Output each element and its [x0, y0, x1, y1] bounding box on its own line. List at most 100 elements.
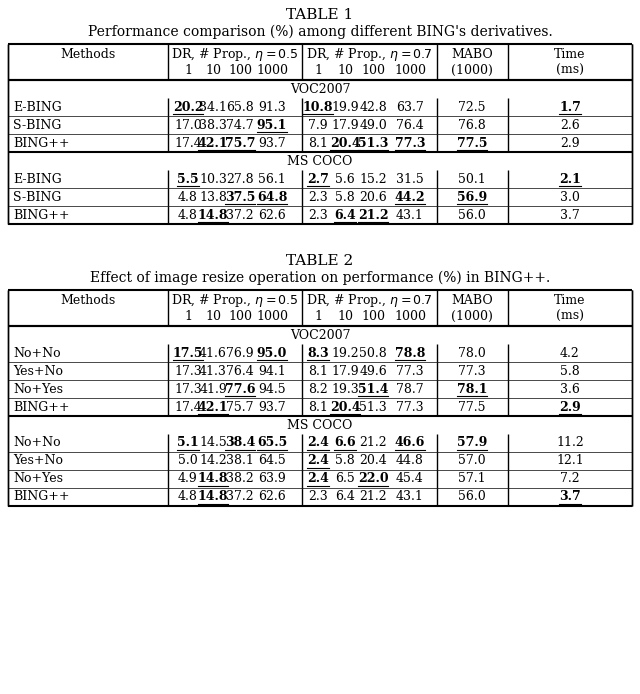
Text: 6.4: 6.4 — [334, 208, 356, 221]
Text: 2.4: 2.4 — [307, 437, 329, 450]
Text: 10: 10 — [205, 63, 221, 76]
Text: 20.4: 20.4 — [359, 455, 387, 468]
Text: 10: 10 — [337, 310, 353, 323]
Text: 12.1: 12.1 — [556, 455, 584, 468]
Text: 1000: 1000 — [394, 63, 426, 76]
Text: 3.6: 3.6 — [560, 382, 580, 396]
Text: 20.4: 20.4 — [330, 400, 360, 414]
Text: 1: 1 — [314, 63, 322, 76]
Text: 38.2: 38.2 — [226, 473, 254, 486]
Text: 5.8: 5.8 — [335, 190, 355, 203]
Text: 4.8: 4.8 — [178, 491, 198, 504]
Text: 77.5: 77.5 — [457, 137, 487, 149]
Text: 19.3: 19.3 — [331, 382, 359, 396]
Text: 38.1: 38.1 — [226, 455, 254, 468]
Text: TABLE 2: TABLE 2 — [286, 254, 354, 268]
Text: 57.1: 57.1 — [458, 473, 486, 486]
Text: 20.6: 20.6 — [359, 190, 387, 203]
Text: 5.1: 5.1 — [177, 437, 199, 450]
Text: 63.7: 63.7 — [396, 101, 424, 114]
Text: 37.2: 37.2 — [226, 491, 254, 504]
Text: 74.7: 74.7 — [226, 119, 254, 131]
Text: 27.8: 27.8 — [226, 173, 254, 185]
Text: 76.4: 76.4 — [226, 364, 254, 378]
Text: 100: 100 — [228, 63, 252, 76]
Text: 20.4: 20.4 — [330, 137, 360, 149]
Text: 56.9: 56.9 — [457, 190, 487, 203]
Text: 34.1: 34.1 — [199, 101, 227, 114]
Text: 5.8: 5.8 — [335, 455, 355, 468]
Text: 100: 100 — [228, 310, 252, 323]
Text: MS COCO: MS COCO — [287, 155, 353, 167]
Text: Time: Time — [554, 47, 586, 60]
Text: 1.7: 1.7 — [559, 101, 581, 114]
Text: MS COCO: MS COCO — [287, 418, 353, 432]
Text: 7.2: 7.2 — [560, 473, 580, 486]
Text: 7.9: 7.9 — [308, 119, 328, 131]
Text: BING++: BING++ — [13, 491, 70, 504]
Text: 56.0: 56.0 — [458, 208, 486, 221]
Text: 14.8: 14.8 — [198, 491, 228, 504]
Text: 51.4: 51.4 — [358, 382, 388, 396]
Text: 1000: 1000 — [256, 63, 288, 76]
Text: BING++: BING++ — [13, 208, 70, 221]
Text: No+No: No+No — [13, 437, 61, 450]
Text: 50.1: 50.1 — [458, 173, 486, 185]
Text: 2.1: 2.1 — [559, 173, 581, 185]
Text: 62.6: 62.6 — [258, 491, 286, 504]
Text: 64.8: 64.8 — [257, 190, 287, 203]
Text: 56.0: 56.0 — [458, 491, 486, 504]
Text: MABO: MABO — [451, 294, 493, 307]
Text: 95.1: 95.1 — [257, 119, 287, 131]
Text: (ms): (ms) — [556, 310, 584, 323]
Text: 38.4: 38.4 — [225, 437, 255, 450]
Text: 51.3: 51.3 — [358, 137, 388, 149]
Text: 50.8: 50.8 — [359, 346, 387, 359]
Text: 17.3: 17.3 — [174, 364, 202, 378]
Text: (ms): (ms) — [556, 63, 584, 76]
Text: 2.9: 2.9 — [560, 137, 580, 149]
Text: 21.2: 21.2 — [359, 491, 387, 504]
Text: 17.4: 17.4 — [174, 137, 202, 149]
Text: 17.3: 17.3 — [174, 382, 202, 396]
Text: Time: Time — [554, 294, 586, 307]
Text: BING++: BING++ — [13, 400, 70, 414]
Text: 4.9: 4.9 — [178, 473, 198, 486]
Text: 5.5: 5.5 — [177, 173, 199, 185]
Text: 10: 10 — [205, 310, 221, 323]
Text: 100: 100 — [361, 63, 385, 76]
Text: 63.9: 63.9 — [258, 473, 286, 486]
Text: 77.3: 77.3 — [396, 400, 424, 414]
Text: 20.2: 20.2 — [173, 101, 204, 114]
Text: 37.5: 37.5 — [225, 190, 255, 203]
Text: 57.0: 57.0 — [458, 455, 486, 468]
Text: 31.5: 31.5 — [396, 173, 424, 185]
Text: No+No: No+No — [13, 346, 61, 359]
Text: 4.8: 4.8 — [178, 208, 198, 221]
Text: 1: 1 — [184, 310, 192, 323]
Text: 37.2: 37.2 — [226, 208, 254, 221]
Text: 3.7: 3.7 — [559, 491, 581, 504]
Text: DR, # Prop., $\eta = 0.5$: DR, # Prop., $\eta = 0.5$ — [171, 46, 299, 62]
Text: S-BING: S-BING — [13, 190, 61, 203]
Text: 2.4: 2.4 — [307, 455, 329, 468]
Text: 43.1: 43.1 — [396, 208, 424, 221]
Text: 64.5: 64.5 — [258, 455, 286, 468]
Text: 17.5: 17.5 — [173, 346, 204, 359]
Text: Yes+No: Yes+No — [13, 364, 63, 378]
Text: 2.9: 2.9 — [559, 400, 581, 414]
Text: 14.8: 14.8 — [198, 473, 228, 486]
Text: 43.1: 43.1 — [396, 491, 424, 504]
Text: 2.3: 2.3 — [308, 190, 328, 203]
Text: No+Yes: No+Yes — [13, 473, 63, 486]
Text: 77.3: 77.3 — [396, 364, 424, 378]
Text: 41.3: 41.3 — [199, 364, 227, 378]
Text: 65.8: 65.8 — [226, 101, 254, 114]
Text: 65.5: 65.5 — [257, 437, 287, 450]
Text: S-BING: S-BING — [13, 119, 61, 131]
Text: 10.8: 10.8 — [303, 101, 333, 114]
Text: 21.2: 21.2 — [359, 437, 387, 450]
Text: 44.2: 44.2 — [395, 190, 426, 203]
Text: 38.3: 38.3 — [199, 119, 227, 131]
Text: 42.1: 42.1 — [198, 137, 228, 149]
